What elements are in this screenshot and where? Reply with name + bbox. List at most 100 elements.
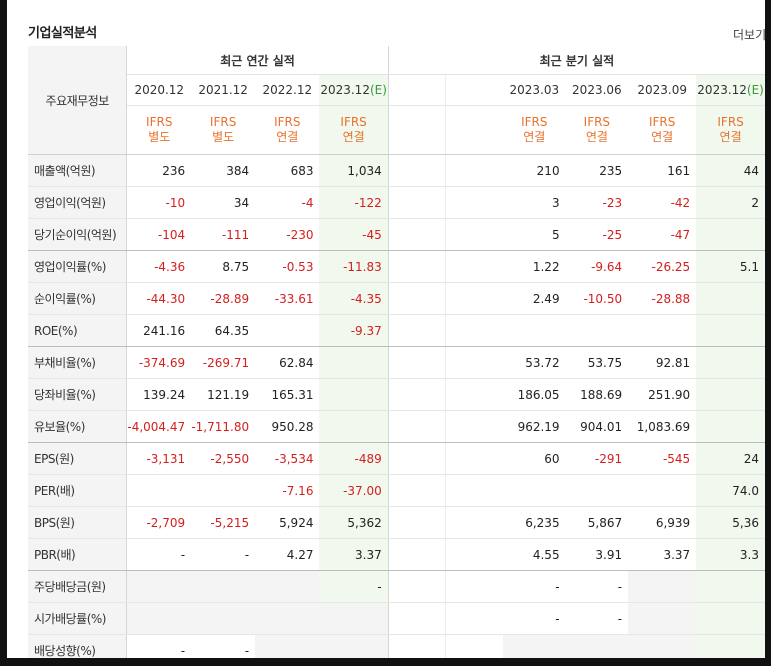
quarter-value-cell	[628, 570, 697, 603]
annual-value-cell: 1,034	[319, 154, 389, 187]
annual-value-cell	[191, 474, 256, 507]
quarter-value-cell: -545	[628, 442, 697, 475]
accounting-standard: IFRS 연결	[319, 105, 389, 155]
table-row: 순이익률(%) -44.30 -28.89 -33.61 -4.35 2.49 -10.50…	[28, 282, 765, 315]
annual-value-cell: -3,534	[255, 442, 320, 475]
annual-value-cell: -4.36	[126, 250, 192, 283]
empty-cell	[445, 154, 504, 187]
accounting-standard-name: IFRS	[648, 115, 676, 129]
annual-value-cell: -	[319, 570, 389, 603]
quarter-value-cell: 235	[565, 154, 629, 187]
date-label: 2022.12	[262, 83, 313, 97]
quarter-value-cell	[503, 314, 566, 347]
empty-cell	[388, 602, 447, 635]
consolidation-type: 연결	[651, 130, 674, 144]
empty-cell	[388, 506, 447, 539]
annual-value-cell: 241.16	[126, 314, 192, 347]
quarter-value-cell: 53.72	[503, 346, 566, 379]
quarter-value-cell	[565, 474, 629, 507]
quarter-value-cell: -	[503, 570, 566, 603]
row-label: 유보율(%)	[28, 410, 128, 443]
annual-date-header: 2020.12	[126, 74, 192, 106]
annual-value-cell: 121.19	[191, 378, 256, 411]
annual-value-cell	[191, 570, 256, 603]
date-label: 2023.09	[637, 83, 687, 97]
table-row: 부채비율(%) -374.69 -269.71 62.84 53.72 53.75 92.8…	[28, 346, 765, 379]
empty-cell	[388, 474, 447, 507]
quarter-value-cell: -10.50	[565, 282, 629, 315]
annual-value-cell: 236	[126, 154, 192, 187]
empty-cell	[445, 346, 504, 379]
quarter-value-cell: 5,867	[565, 506, 629, 539]
quarter-value-cell: 6,235	[503, 506, 566, 539]
quarter-value-cell: -28.88	[628, 282, 697, 315]
row-label: PBR(배)	[28, 538, 128, 571]
quarter-value-cell	[628, 634, 697, 658]
annual-value-cell: 8.75	[191, 250, 256, 283]
row-label: 영업이익(억원)	[28, 186, 128, 219]
annual-value-cell	[126, 570, 192, 603]
date-label: 2023.06	[572, 83, 622, 97]
row-label: 영업이익률(%)	[28, 250, 128, 283]
annual-value-cell: -230	[255, 218, 320, 251]
annual-value-cell	[191, 602, 256, 635]
accounting-standard: IFRS 별도	[126, 105, 192, 155]
quarter-value-cell: -23	[565, 186, 629, 219]
quarter-date-header: 2023.09	[628, 74, 697, 106]
accounting-standard: IFRS 연결	[255, 105, 320, 155]
accounting-standard: IFRS 연결	[565, 105, 629, 155]
empty-cell	[388, 154, 447, 187]
quarter-value-cell: 210	[503, 154, 566, 187]
annual-group-header: 최근 연간 실적	[126, 46, 389, 75]
accounting-standard: IFRS 별도	[191, 105, 256, 155]
table-row: 당기순이익(억원) -104 -111 -230 -45 5 -25 -47	[28, 218, 765, 251]
empty-cell	[388, 282, 447, 315]
quarter-value-cell: 4.55	[503, 538, 566, 571]
quarter-value-cell: 3.91	[565, 538, 629, 571]
estimate-mark: (E)	[746, 83, 764, 97]
empty-cell	[388, 378, 447, 411]
annual-value-cell: 64.35	[191, 314, 256, 347]
accounting-standard-name: IFRS	[717, 115, 744, 129]
quarter-value-cell: -	[565, 570, 629, 603]
accounting-standard-name: IFRS	[583, 115, 611, 129]
consolidation-type: 연결	[276, 130, 299, 144]
accounting-standard: IFRS 연결	[628, 105, 697, 155]
annual-value-cell: 139.24	[126, 378, 192, 411]
annual-value-cell: -9.37	[319, 314, 389, 347]
table-row: 유보율(%) -4,004.47 -1,711.80 950.28 962.19 904.…	[28, 410, 765, 443]
quarter-value-cell: 5.1	[696, 250, 765, 283]
quarter-value-cell: 3.3	[696, 538, 765, 571]
row-label: PER(배)	[28, 474, 128, 507]
empty-header-cell	[445, 74, 504, 106]
empty-cell	[445, 378, 504, 411]
table-row: 영업이익률(%) -4.36 8.75 -0.53 -11.83 1.22 -9.64 -26…	[28, 250, 765, 283]
quarter-value-cell: -25	[565, 218, 629, 251]
empty-cell	[445, 538, 504, 571]
annual-value-cell: 4.27	[255, 538, 320, 571]
quarter-value-cell: 5,36	[696, 506, 765, 539]
quarter-value-cell	[565, 314, 629, 347]
annual-value-cell	[255, 570, 320, 603]
quarter-value-cell: 1.22	[503, 250, 566, 283]
empty-cell	[445, 410, 504, 443]
annual-value-cell: -	[126, 538, 192, 571]
annual-date-header: 2021.12	[191, 74, 256, 106]
annual-value-cell: 165.31	[255, 378, 320, 411]
quarter-value-cell	[696, 218, 765, 251]
empty-cell	[445, 442, 504, 475]
empty-cell	[388, 314, 447, 347]
quarter-value-cell	[696, 410, 765, 443]
annual-value-cell: -45	[319, 218, 389, 251]
empty-cell	[388, 250, 447, 283]
quarter-date-header: 2023.12(E)	[696, 74, 765, 106]
quarter-value-cell	[696, 602, 765, 635]
more-link[interactable]: 더보기	[733, 28, 765, 42]
empty-cell	[388, 346, 447, 379]
table-row: ROE(%) 241.16 64.35 -9.37	[28, 314, 765, 347]
row-label: ROE(%)	[28, 314, 128, 347]
quarter-value-cell: 2.49	[503, 282, 566, 315]
consolidation-type: 연결	[585, 130, 608, 144]
row-label: 주당배당금(원)	[28, 570, 128, 603]
empty-cell	[445, 250, 504, 283]
